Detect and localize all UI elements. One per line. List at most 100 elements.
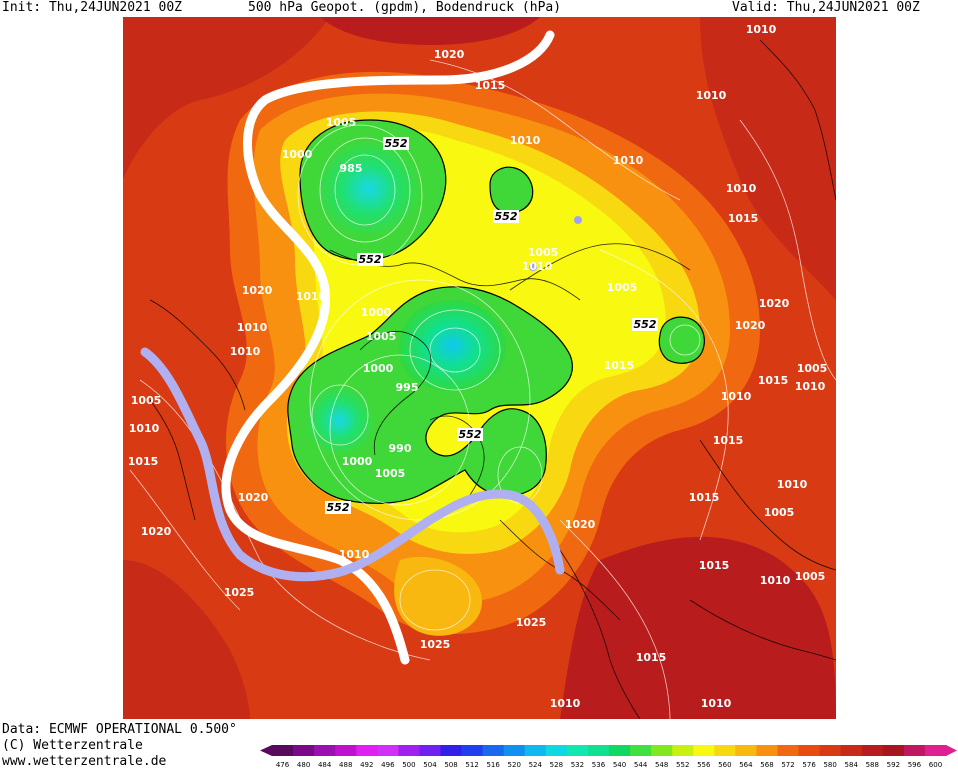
legend-tick-label: 536 <box>592 761 606 769</box>
isobar-label: 1020 <box>238 491 269 504</box>
legend-tick-label: 564 <box>739 761 753 769</box>
isobar-lines <box>129 59 836 719</box>
legend-swatch <box>756 745 778 756</box>
isobar-label: 1015 <box>128 455 159 468</box>
legend-tick-label: 480 <box>297 761 310 769</box>
isobar-label: 1010 <box>339 548 370 561</box>
legend-swatch <box>377 745 399 756</box>
isobar-label: 1020 <box>242 284 273 297</box>
legend-tick-label: 476 <box>276 761 290 769</box>
legend-swatch <box>693 745 715 756</box>
legend-swatch <box>840 745 863 756</box>
jet-stream-line <box>221 30 555 665</box>
isobar-label: 990 <box>389 442 412 455</box>
legend-tick-label: 600 <box>929 761 942 769</box>
isobar-label: 1025 <box>420 638 451 651</box>
legend-swatch <box>398 745 420 756</box>
legend-tick-label: 500 <box>402 761 415 769</box>
geopotential-label: 552 <box>359 253 382 266</box>
isobar-label: 1005 <box>764 506 795 519</box>
isobar-label-layer: 1020101510101010100510009851010101010101… <box>128 23 828 710</box>
geopotential-label: 552 <box>634 318 657 331</box>
isobar-label: 1010 <box>696 89 727 102</box>
legend-tick-label: 576 <box>802 761 816 769</box>
isobar-label: 1005 <box>607 281 638 294</box>
geopotential-label-box <box>357 253 383 266</box>
isobar-label: 1010 <box>230 345 261 358</box>
legend-swatch <box>272 745 294 756</box>
isobar-label: 1005 <box>326 116 357 129</box>
legend-swatch <box>630 745 652 756</box>
legend-tick-label: 488 <box>339 761 352 769</box>
weather-map: 1020 1015 1010 1010 1005 1000 985 1010 1010 1010 1… <box>123 17 836 719</box>
copyright-label: (C) Wetterzentrale <box>2 738 143 753</box>
isobar-label: 1010 <box>721 390 752 403</box>
legend-swatch <box>440 745 463 756</box>
legend-tick-label: 584 <box>845 761 859 769</box>
warm-region <box>123 17 330 180</box>
isobar-label: 1005 <box>795 570 826 583</box>
legend-tick-label: 512 <box>465 761 478 769</box>
legend-swatch <box>924 745 947 756</box>
isobar-label: 1020 <box>759 297 790 310</box>
isobar-label: 995 <box>396 381 419 394</box>
isobar-label: 1010 <box>522 260 553 273</box>
isobar-label: 1010 <box>726 182 757 195</box>
legend-swatch <box>651 745 673 756</box>
isobar-label: 985 <box>340 162 363 175</box>
isobar-label: 1000 <box>361 306 392 319</box>
legend-tick-label: 516 <box>486 761 500 769</box>
isobar-label: 1005 <box>131 394 162 407</box>
chart-title: 500 hPa Geopot. (gpdm), Bodendruck (hPa) <box>248 0 562 15</box>
legend-swatch <box>314 745 336 756</box>
isobar-label: 1010 <box>701 697 732 710</box>
legend-tick-label: 540 <box>613 761 626 769</box>
isobar-label: 1015 <box>636 651 667 664</box>
isobar-label: 1005 <box>528 246 559 259</box>
legend-tick-label: 524 <box>529 761 543 769</box>
geopotential-label-layer: 552 552 552 552 552 552 <box>325 137 658 514</box>
isobar-label: 1015 <box>713 434 744 447</box>
legend-tick-label: 592 <box>887 761 900 769</box>
legend-tick-label: 492 <box>360 761 373 769</box>
legend-tick-label: 520 <box>508 761 521 769</box>
isobar-label: 1025 <box>224 586 255 599</box>
isobar-label: 1010 <box>550 697 581 710</box>
warm-region <box>560 536 836 719</box>
isobar-label: 1020 <box>735 319 766 332</box>
isobar-label: 1015 <box>475 79 506 92</box>
legend-swatch <box>777 745 800 756</box>
legend-swatch <box>735 745 757 756</box>
station-marker <box>574 216 582 224</box>
legend-tick-label: 580 <box>823 761 836 769</box>
legend-tick-label: 588 <box>866 761 879 769</box>
warm-region <box>320 17 540 45</box>
legend-swatch <box>903 745 926 756</box>
data-source-label: Data: ECMWF OPERATIONAL 0.500° <box>2 722 237 737</box>
legend-swatch <box>524 745 547 756</box>
isobar-label: 1005 <box>375 467 406 480</box>
legend-swatch <box>419 745 441 756</box>
legend-tick-label: 544 <box>634 761 648 769</box>
legend-tick-label: 596 <box>908 761 922 769</box>
legend-swatch <box>861 745 884 756</box>
legend-tick-label: 508 <box>444 761 457 769</box>
isobar-label: 1000 <box>342 455 373 468</box>
geopotential-label-box <box>457 428 483 441</box>
warm-region <box>123 560 250 719</box>
legend-tick-label: 568 <box>760 761 773 769</box>
color-scale-legend: 476 480 484 488 492 496 500 504 508 512 516 520 524 5… <box>258 742 958 770</box>
isobar-label: 1015 <box>689 491 720 504</box>
isobar-label: 1010 <box>510 134 541 147</box>
legend-tick-label: 528 <box>550 761 563 769</box>
legend-swatch <box>819 745 842 756</box>
legend-tick-label: 572 <box>781 761 794 769</box>
isobar-label: 1010 <box>237 321 268 334</box>
isobar-label: 1020 <box>434 48 465 61</box>
legend-swatch <box>461 745 484 756</box>
legend-tick-label: 548 <box>655 761 668 769</box>
legend-tick-label: 560 <box>718 761 731 769</box>
trough-line <box>140 347 565 582</box>
isobar-label: 1015 <box>728 212 759 225</box>
orange-band <box>394 556 482 636</box>
